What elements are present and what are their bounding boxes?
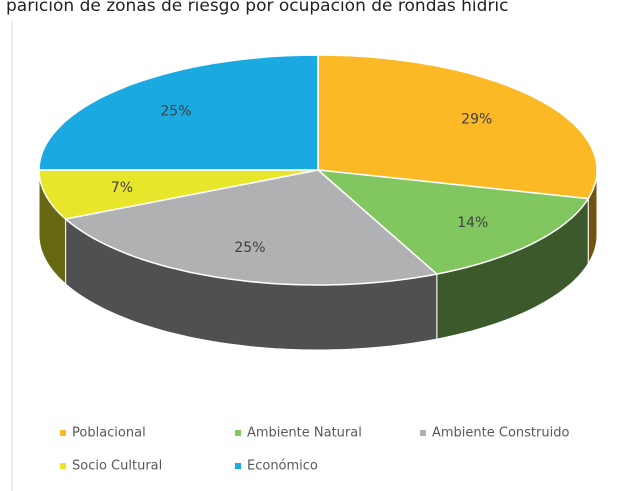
pie-slice [317,54,598,200]
legend-swatch [235,430,241,436]
pie-tops [38,54,598,286]
legend-label: Socio Cultural [72,459,162,474]
pie-slice [38,54,319,171]
pie-slice [315,169,590,275]
legend-label: Poblacional [72,426,146,441]
legend-swatch [60,430,66,436]
pie-slice [63,169,439,286]
data-label: 25% [160,103,191,119]
data-label: 25% [234,240,265,256]
chart-title: parición de zonas de riesgo por ocupació… [6,0,509,16]
data-label: 14% [457,215,488,231]
legend-swatch [60,463,66,469]
data-label: 29% [461,111,492,127]
pie-slice [38,169,319,220]
legend-swatch [235,463,241,469]
legend-label: Ambiente Natural [247,426,362,441]
legend-swatch [420,430,426,436]
data-label: 7% [111,180,133,196]
legend-label: Ambiente Construido [432,426,569,441]
legend-label: Económico [247,459,318,474]
